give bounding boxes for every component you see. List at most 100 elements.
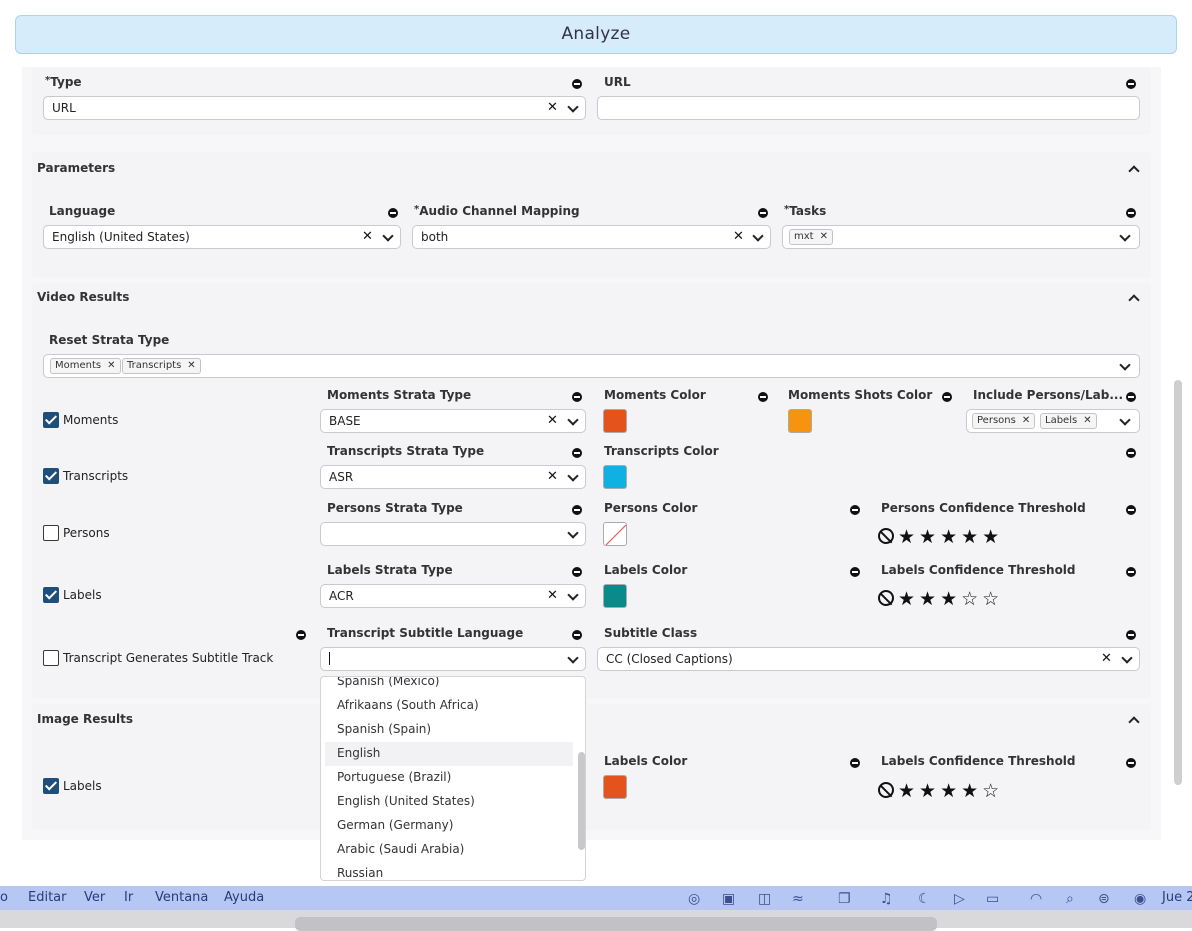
remove-chip-icon[interactable]: ✕ [1083, 415, 1092, 426]
menu-item-partial[interactable]: o [0, 890, 8, 905]
include-chip[interactable]: Labels ✕ [1040, 413, 1097, 429]
tasks-help-icon[interactable] [1126, 208, 1136, 218]
audio-help-icon[interactable] [758, 208, 768, 218]
transcripts-checkbox[interactable] [43, 468, 59, 484]
chevron-down-icon[interactable] [567, 589, 579, 601]
dropdown-option[interactable]: English (United States) [337, 794, 475, 808]
chevron-down-icon[interactable] [567, 414, 579, 426]
play-icon[interactable]: ▷ [954, 891, 965, 907]
dropdown-option[interactable]: Portuguese (Brazil) [337, 770, 452, 784]
persons-threshold-rating[interactable]: ★★★★★ [878, 527, 1003, 547]
subtitle-language-input[interactable] [320, 647, 586, 671]
chevron-down-icon[interactable] [1119, 414, 1131, 426]
transcripts-strata-select[interactable]: ASR ✕ [320, 465, 586, 489]
clear-rating-icon[interactable] [878, 590, 894, 606]
clear-icon[interactable]: ✕ [547, 469, 558, 484]
language-select[interactable]: English (United States) ✕ [43, 225, 401, 249]
remove-chip-icon[interactable]: ✕ [107, 360, 116, 371]
url-input[interactable] [597, 96, 1140, 120]
chevron-down-icon[interactable] [567, 652, 579, 664]
chevron-down-icon[interactable] [1121, 652, 1133, 664]
chevron-down-icon[interactable] [567, 527, 579, 539]
include-help-icon[interactable] [1126, 392, 1136, 402]
labels-strata-select[interactable]: ACR ✕ [320, 584, 586, 608]
clear-icon[interactable]: ✕ [1101, 651, 1112, 666]
menu-item-ir[interactable]: Ir [124, 890, 134, 905]
moments-color-swatch[interactable] [603, 409, 627, 433]
subtitle-track-checkbox[interactable] [43, 650, 59, 666]
labels-strata-help-icon[interactable] [572, 567, 582, 577]
transcripts-color-swatch[interactable] [603, 465, 627, 489]
persons-strata-select[interactable] [320, 522, 586, 546]
audio-channel-select[interactable]: both ✕ [412, 225, 771, 249]
moments-shots-color-swatch[interactable] [788, 409, 812, 433]
reset-strata-multiselect[interactable]: Moments ✕ Transcripts ✕ [43, 354, 1140, 378]
outlook-icon[interactable]: ◫ [758, 891, 772, 907]
page-scrollbar[interactable] [1174, 380, 1182, 785]
moments-shots-help-icon[interactable] [942, 392, 952, 402]
dropdown-option[interactable]: German (Germany) [337, 818, 454, 832]
clear-rating-icon[interactable] [878, 782, 894, 798]
clear-icon[interactable]: ✕ [733, 229, 744, 244]
include-multiselect[interactable]: Persons ✕ Labels ✕ [966, 409, 1140, 433]
persons-checkbox[interactable] [43, 525, 59, 541]
transcripts-color-help-icon[interactable] [1126, 448, 1136, 458]
dropdown-option[interactable]: Russian [337, 866, 384, 880]
include-chip[interactable]: Persons ✕ [972, 413, 1036, 429]
windows-icon[interactable]: ❐ [838, 891, 851, 907]
star-rating[interactable]: ★★★☆☆ [898, 588, 1004, 610]
type-select[interactable]: URL ✕ [43, 96, 586, 120]
dropdown-option[interactable]: Arabic (Saudi Arabia) [337, 842, 465, 856]
clear-icon[interactable]: ✕ [547, 588, 558, 603]
image-labels-threshold-rating[interactable]: ★★★★☆ [878, 781, 1003, 801]
menu-item-ver[interactable]: Ver [84, 890, 106, 905]
moon-icon[interactable]: ☾ [918, 891, 931, 907]
clear-icon[interactable]: ✕ [362, 229, 373, 244]
labels-threshold-rating[interactable]: ★★★☆☆ [878, 589, 1003, 609]
clear-rating-icon[interactable] [878, 528, 894, 544]
menu-item-ventana[interactable]: Ventana [155, 890, 209, 905]
subtitle-language-help-icon[interactable] [572, 630, 582, 640]
star-rating[interactable]: ★★★★☆ [898, 780, 1004, 802]
reset-strata-chip[interactable]: Moments ✕ [50, 358, 121, 374]
clear-icon[interactable]: ✕ [547, 100, 558, 115]
labels-checkbox[interactable] [43, 587, 59, 603]
chevron-down-icon[interactable] [567, 470, 579, 482]
clear-icon[interactable]: ✕ [547, 413, 558, 428]
remove-chip-icon[interactable]: ✕ [819, 231, 828, 242]
chevron-down-icon[interactable] [567, 101, 579, 113]
menu-item-ayuda[interactable]: Ayuda [224, 890, 265, 905]
chevron-down-icon[interactable] [382, 230, 394, 242]
siri-icon[interactable]: ◉ [1134, 891, 1147, 907]
language-help-icon[interactable] [388, 208, 398, 218]
menu-item-editar[interactable]: Editar [28, 890, 67, 905]
subtitle-class-select[interactable]: CC (Closed Captions) ✕ [597, 647, 1140, 671]
dropdown-option[interactable]: Afrikaans (South Africa) [337, 698, 479, 712]
tasks-multiselect[interactable]: mxt ✕ [782, 225, 1140, 249]
transcripts-strata-help-icon[interactable] [572, 448, 582, 458]
remove-chip-icon[interactable]: ✕ [1021, 415, 1031, 426]
type-help-icon[interactable] [572, 79, 582, 89]
chevron-down-icon[interactable] [1119, 359, 1131, 371]
image-labels-color-help-icon[interactable] [850, 758, 860, 768]
moments-strata-select[interactable]: BASE ✕ [320, 409, 586, 433]
subtitle-track-help-icon[interactable] [296, 630, 306, 640]
screen-share-icon[interactable]: ◎ [688, 891, 701, 907]
dropdown-scrollbar[interactable] [578, 752, 585, 850]
subtitle-class-help-icon[interactable] [1126, 630, 1136, 640]
image-labels-checkbox[interactable] [43, 778, 59, 794]
persons-color-help-icon[interactable] [850, 505, 860, 515]
headphones-icon[interactable]: ♫ [880, 891, 893, 907]
persons-strata-help-icon[interactable] [572, 505, 582, 515]
persons-color-swatch-empty[interactable] [603, 522, 627, 546]
moments-strata-help-icon[interactable] [572, 392, 582, 402]
battery-icon[interactable]: ▭ [986, 891, 1000, 907]
dropdown-option-highlighted[interactable]: English [325, 742, 573, 766]
analyze-button[interactable]: Analyze [15, 15, 1177, 54]
image-labels-threshold-help-icon[interactable] [1126, 758, 1136, 768]
labels-threshold-help-icon[interactable] [1126, 567, 1136, 577]
moments-checkbox[interactable] [43, 412, 59, 428]
activity-icon[interactable]: ≈ [792, 891, 804, 907]
wifi-icon[interactable]: ◠ [1030, 891, 1043, 907]
chevron-down-icon[interactable] [752, 230, 764, 242]
